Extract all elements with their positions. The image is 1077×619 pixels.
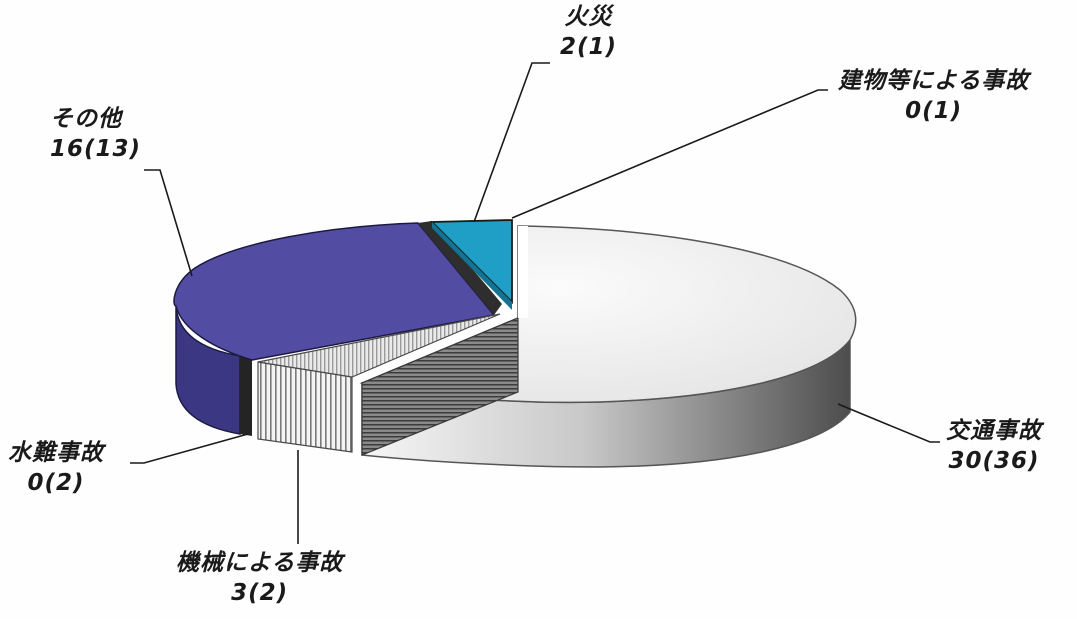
leader-line-traffic: [837, 403, 940, 443]
leader-line-water: [130, 433, 249, 464]
label-other: その他 16(13): [50, 104, 141, 164]
label-traffic: 交通事故 30(36): [946, 416, 1042, 476]
pie-slice-edge-other: [418, 221, 502, 315]
pie-slice-machine: [257, 313, 501, 378]
slice-value: 30(36): [948, 448, 1040, 474]
slice-label: 火災: [564, 4, 613, 30]
slice-value: 0(1): [905, 98, 963, 124]
pie-slice-side-other-inner: [240, 356, 252, 436]
leader-line-building: [511, 89, 828, 219]
slice-value: 2(1): [560, 34, 618, 60]
slice-label: その他: [50, 106, 122, 132]
pie-slice-inner-traffic-top: [518, 226, 528, 318]
slice-value: 3(2): [231, 580, 289, 606]
label-machine: 機械による事故 3(2): [176, 548, 343, 608]
pie-slice-other: [173, 222, 496, 361]
slice-label: 交通事故: [946, 418, 1042, 444]
slice-value: 16(13): [50, 136, 142, 162]
label-fire: 火災 2(1): [560, 2, 617, 62]
slice-label: 建物等による事故: [838, 68, 1030, 94]
label-water: 水難事故 0(2): [8, 438, 104, 498]
leader-line-other: [144, 169, 193, 277]
label-building: 建物等による事故 0(1): [838, 66, 1029, 126]
slice-label: 水難事故: [8, 440, 104, 466]
leader-line-fire: [473, 62, 550, 223]
pie-slice-side-machine: [257, 361, 353, 453]
slice-value: 0(2): [27, 470, 85, 496]
pie-slice-inner-traffic: [361, 317, 519, 456]
slice-label: 機械による事故: [176, 550, 344, 576]
pie-slice-side-fire: [432, 222, 512, 310]
